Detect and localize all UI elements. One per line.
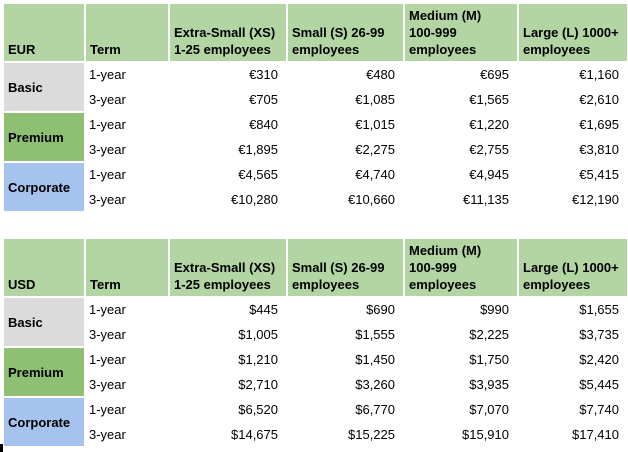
table-row: Basic 1-year $445 $690 $990 $1,655 <box>2 296 628 348</box>
size-header-medium[interactable]: Medium (M) 100-999 employees <box>403 2 519 63</box>
price-cell[interactable]: $1,210 <box>168 346 288 373</box>
price-cell[interactable]: €1,895 <box>168 136 288 163</box>
term-cell[interactable]: 1-year <box>84 161 170 188</box>
table-row: Premium 1-year €840 €1,015 €1,220 €1,695 <box>2 111 628 163</box>
price-cell[interactable]: €310 <box>168 61 288 88</box>
price-cell[interactable]: $1,750 <box>403 346 519 373</box>
price-cell[interactable]: $2,710 <box>168 371 288 398</box>
term-cell[interactable]: 3-year <box>84 86 170 113</box>
table-header-row: EUR Term Extra-Small (XS) 1-25 employees… <box>2 2 628 63</box>
term-cell[interactable]: 1-year <box>84 346 170 373</box>
term-header-cell[interactable]: Term <box>84 2 170 63</box>
price-cell[interactable]: €1,565 <box>403 86 519 113</box>
price-cell[interactable]: $7,740 <box>517 396 628 423</box>
price-cell[interactable]: $690 <box>286 296 405 323</box>
price-cell[interactable]: $5,445 <box>517 371 628 398</box>
tier-label-basic[interactable]: Basic <box>2 61 86 113</box>
price-cell[interactable]: €11,135 <box>403 186 519 213</box>
price-cell[interactable]: $1,555 <box>286 321 405 348</box>
table-row: 3-year $2,710 $3,260 $3,935 $5,445 <box>3 371 628 398</box>
term-header-cell[interactable]: Term <box>84 237 170 298</box>
price-cell[interactable]: $17,410 <box>517 421 628 448</box>
tier-label-premium[interactable]: Premium <box>2 111 86 163</box>
tier-label-corporate[interactable]: Corporate <box>2 161 86 213</box>
size-header-small[interactable]: Small (S) 26-99 employees <box>286 237 405 298</box>
table-row: Corporate 1-year $6,520 $6,770 $7,070 $7… <box>2 396 628 448</box>
price-cell[interactable]: €12,190 <box>517 186 628 213</box>
term-cell[interactable]: 3-year <box>84 421 170 448</box>
price-cell[interactable]: €840 <box>168 111 288 138</box>
term-cell[interactable]: 1-year <box>84 396 170 423</box>
term-cell[interactable]: 3-year <box>84 321 170 348</box>
table-row: Basic 1-year €310 €480 €695 €1,160 <box>2 61 628 113</box>
price-cell[interactable]: €1,220 <box>403 111 519 138</box>
pricing-table-usd: USD Term Extra-Small (XS) 1-25 employees… <box>2 237 628 448</box>
term-cell[interactable]: 1-year <box>84 61 170 88</box>
term-cell[interactable]: 1-year <box>84 111 170 138</box>
table-row: Corporate 1-year €4,565 €4,740 €4,945 €5… <box>2 161 628 213</box>
price-cell[interactable]: €1,015 <box>286 111 405 138</box>
price-cell[interactable]: $3,735 <box>517 321 628 348</box>
price-cell[interactable]: $1,005 <box>168 321 288 348</box>
price-cell[interactable]: $15,910 <box>403 421 519 448</box>
price-cell[interactable]: $445 <box>168 296 288 323</box>
price-cell[interactable]: €1,160 <box>517 61 628 88</box>
price-cell[interactable]: €4,740 <box>286 161 405 188</box>
size-header-extra-small[interactable]: Extra-Small (XS) 1-25 employees <box>168 237 288 298</box>
price-cell[interactable]: $1,655 <box>517 296 628 323</box>
tier-label-basic[interactable]: Basic <box>2 296 86 348</box>
size-header-small[interactable]: Small (S) 26-99 employees <box>286 2 405 63</box>
price-cell[interactable]: €2,610 <box>517 86 628 113</box>
currency-header-cell[interactable]: USD <box>2 237 86 298</box>
table-header-row: USD Term Extra-Small (XS) 1-25 employees… <box>2 237 628 298</box>
price-cell[interactable]: €1,695 <box>517 111 628 138</box>
price-cell[interactable]: $6,520 <box>168 396 288 423</box>
price-cell[interactable]: $14,675 <box>168 421 288 448</box>
term-cell[interactable]: 3-year <box>84 136 170 163</box>
size-header-medium[interactable]: Medium (M) 100-999 employees <box>403 237 519 298</box>
price-cell[interactable]: €10,660 <box>286 186 405 213</box>
price-cell[interactable]: $2,420 <box>517 346 628 373</box>
tier-label-premium[interactable]: Premium <box>2 346 86 398</box>
term-cell[interactable]: 3-year <box>84 371 170 398</box>
price-cell[interactable]: $990 <box>403 296 519 323</box>
price-cell[interactable]: €705 <box>168 86 288 113</box>
price-cell[interactable]: $1,450 <box>286 346 405 373</box>
price-cell[interactable]: $2,225 <box>403 321 519 348</box>
pricing-table-eur: EUR Term Extra-Small (XS) 1-25 employees… <box>2 2 628 213</box>
price-cell[interactable]: $3,260 <box>286 371 405 398</box>
price-cell[interactable]: €480 <box>286 61 405 88</box>
price-cell[interactable]: €4,565 <box>168 161 288 188</box>
price-cell[interactable]: €695 <box>403 61 519 88</box>
price-cell[interactable]: $6,770 <box>286 396 405 423</box>
price-cell[interactable]: $7,070 <box>403 396 519 423</box>
table-row: 3-year $14,675 $15,225 $15,910 $17,410 <box>3 421 628 448</box>
price-cell[interactable]: €10,280 <box>168 186 288 213</box>
price-cell[interactable]: €2,275 <box>286 136 405 163</box>
price-cell[interactable]: €1,085 <box>286 86 405 113</box>
table-row: 3-year €705 €1,085 €1,565 €2,610 <box>3 86 628 113</box>
price-cell[interactable]: $15,225 <box>286 421 405 448</box>
table-row: 3-year €10,280 €10,660 €11,135 €12,190 <box>3 186 628 213</box>
text-caret <box>0 444 3 452</box>
size-header-large[interactable]: Large (L) 1000+ employees <box>517 237 628 298</box>
price-cell[interactable]: $3,935 <box>403 371 519 398</box>
price-cell[interactable]: €3,810 <box>517 136 628 163</box>
term-cell[interactable]: 3-year <box>84 186 170 213</box>
size-header-large[interactable]: Large (L) 1000+ employees <box>517 2 628 63</box>
tier-label-corporate[interactable]: Corporate <box>2 396 86 448</box>
size-header-extra-small[interactable]: Extra-Small (XS) 1-25 employees <box>168 2 288 63</box>
currency-header-cell[interactable]: EUR <box>2 2 86 63</box>
term-cell[interactable]: 1-year <box>84 296 170 323</box>
price-cell[interactable]: €5,415 <box>517 161 628 188</box>
table-row: 3-year $1,005 $1,555 $2,225 $3,735 <box>3 321 628 348</box>
table-row: Premium 1-year $1,210 $1,450 $1,750 $2,4… <box>2 346 628 398</box>
price-cell[interactable]: €2,755 <box>403 136 519 163</box>
price-cell[interactable]: €4,945 <box>403 161 519 188</box>
table-row: 3-year €1,895 €2,275 €2,755 €3,810 <box>3 136 628 163</box>
